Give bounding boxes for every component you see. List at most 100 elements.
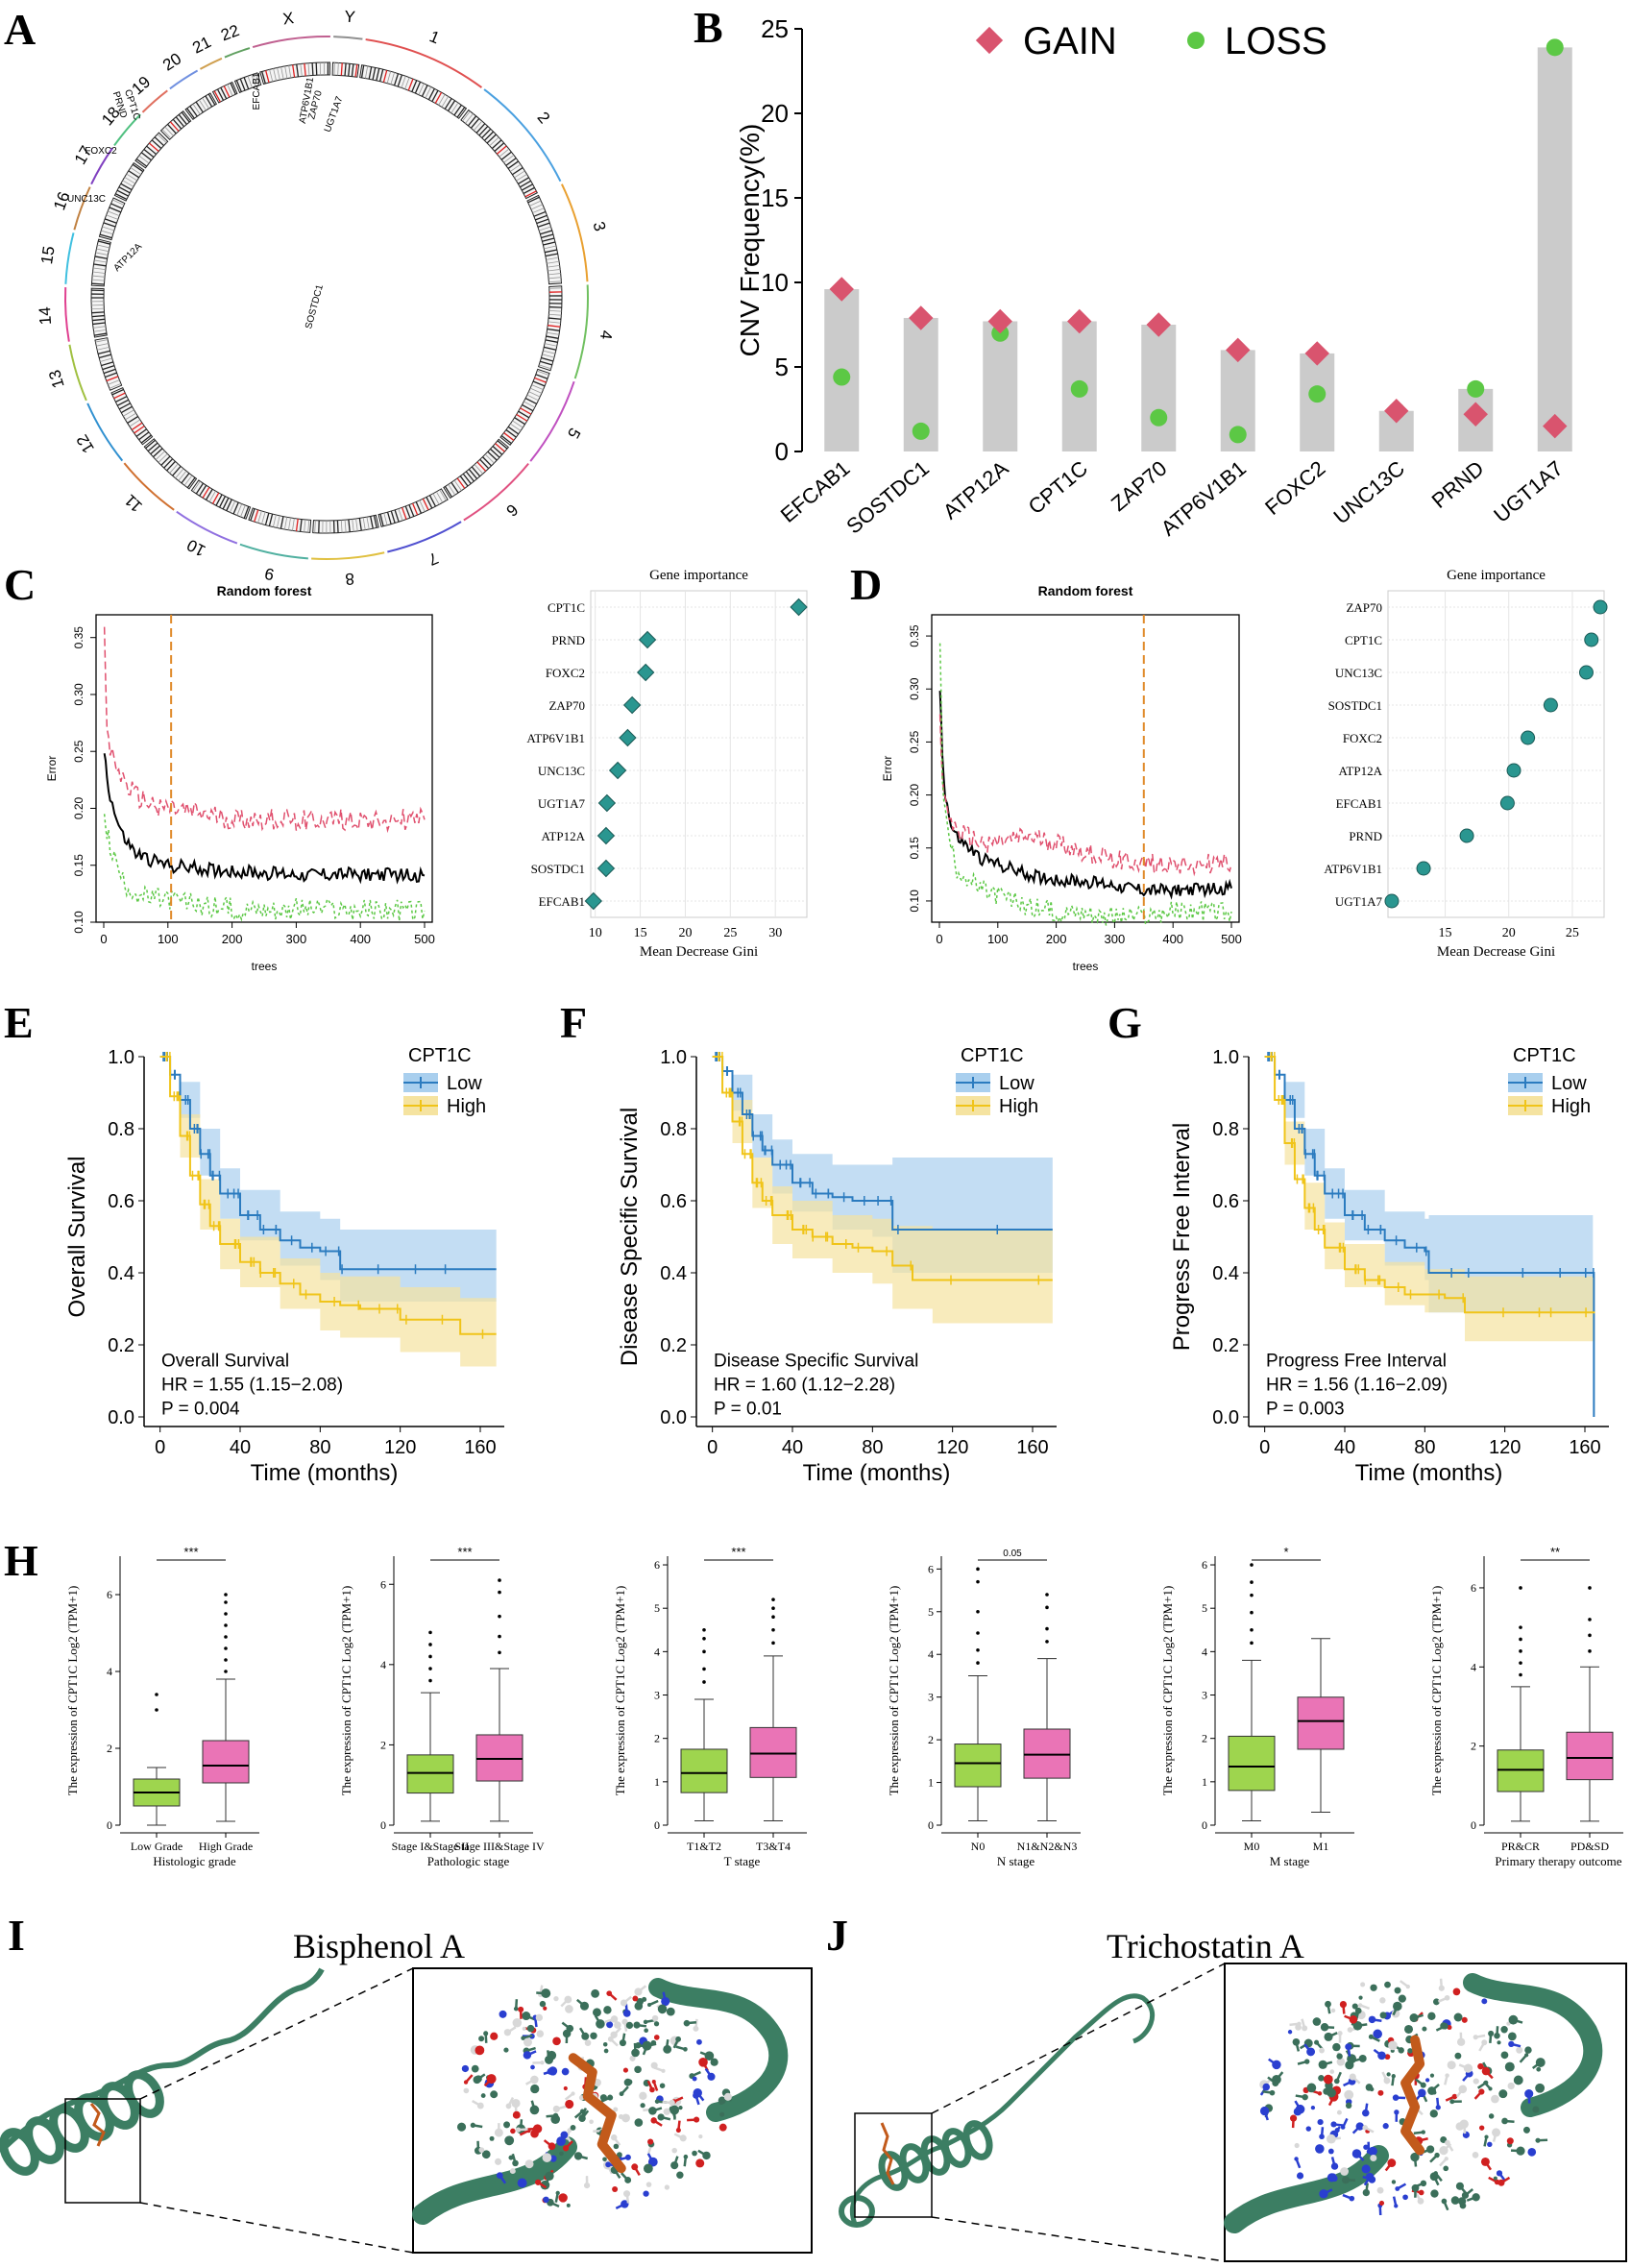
panel-c-rf: Random forest 0 100 200 300 400 500 0.10 0.15 0.2… (0, 557, 480, 980)
km-progress-free-interval: 0.0 0.2 0.4 0.6 0.8 1.0 0 40 80 120 160 Time (month… (1169, 1045, 1609, 1486)
y-axis-label: Error (45, 756, 59, 782)
boxplots-row: 0 2 4 6 The expression of CPT1C Log2 (TPM+1)… (65, 1545, 1623, 1868)
x-tick-label: 30 (768, 926, 782, 940)
bond (1462, 2072, 1471, 2082)
ideogram-band (548, 305, 562, 308)
atom (1294, 2142, 1300, 2149)
ideogram-band (453, 479, 462, 491)
ideogram-band (264, 512, 270, 525)
y-tick-label: ATP12A (541, 829, 585, 843)
atom (718, 2123, 727, 2132)
ideogram-band (104, 218, 117, 224)
ideogram-band (481, 128, 492, 139)
x-axis-label: T stage (724, 1854, 761, 1868)
importance-point (1499, 795, 1515, 811)
bond (545, 2175, 551, 2186)
atom (710, 2058, 718, 2066)
bond (1510, 2149, 1521, 2153)
atom (1440, 2135, 1448, 2143)
random-forest-error-d: Random forest 0 100 200 300 400 500 0.10 0.15 0.2… (881, 583, 1242, 973)
x-tick-label: 100 (158, 932, 179, 946)
outlier (1045, 1626, 1049, 1631)
ideogram-band (336, 520, 339, 533)
atom (495, 2158, 502, 2165)
ideogram-band (365, 65, 369, 79)
ideogram-band (467, 115, 477, 127)
atom (1409, 2013, 1419, 2023)
atom (573, 2152, 583, 2160)
x-axis-label: Time (months) (1355, 1460, 1503, 1486)
atom (1332, 2042, 1341, 2052)
atom (1336, 2053, 1343, 2060)
significance-label: *** (183, 1545, 198, 1559)
y-tick-label: 0 (928, 1818, 934, 1832)
bond (1372, 2018, 1382, 2022)
ideogram-band (93, 329, 107, 332)
atom (1354, 2007, 1362, 2014)
atom (659, 2083, 666, 2088)
ideogram-band (539, 364, 551, 370)
atom (475, 2045, 485, 2056)
y-tick-label: 0.15 (72, 854, 85, 877)
legend-loss-marker (1187, 32, 1205, 49)
ideogram-band (172, 118, 183, 130)
x-tick-label: 160 (1016, 1437, 1048, 1458)
ideogram-segment (312, 514, 379, 534)
zoom-ribbon (1463, 1973, 1603, 2117)
x-tick-label: 25 (1566, 926, 1579, 940)
atom (1407, 2048, 1413, 2054)
gene-importance-d: Gene importance 15 20 25 Mean Decrease Gini Z… (1324, 568, 1608, 960)
atom (603, 2006, 612, 2014)
panel-e-km: 0.0 0.2 0.4 0.6 0.8 1.0 0 40 80 120 160 Time (month… (0, 999, 552, 1518)
ideogram-band (548, 280, 562, 283)
y-tick-label: ZAP70 (1346, 600, 1382, 615)
atom (480, 2093, 486, 2098)
ideogram-band (199, 99, 207, 111)
x-axis-label: M stage (1270, 1854, 1310, 1868)
ideogram-band (178, 113, 187, 125)
y-tick-label: UGT1A7 (1335, 894, 1383, 909)
y-tick-label: 2 (928, 1733, 934, 1746)
ideogram-band (547, 331, 560, 335)
atom (1424, 2078, 1430, 2083)
ideogram-band (459, 476, 469, 487)
atom (1398, 1994, 1406, 2003)
bond (1330, 2157, 1336, 2167)
ideogram-band (340, 62, 343, 76)
x-axis-label: Pathologic stage (427, 1854, 510, 1868)
atom (1370, 2154, 1377, 2162)
y-axis-label: Progress Free Interval (1169, 1123, 1195, 1351)
y-tick-label: EFCAB1 (539, 894, 585, 909)
chromosome-outer-arc (387, 521, 462, 553)
annotation-text: HR = 1.55 (1.15−2.08) (161, 1376, 343, 1396)
ideogram-band (386, 71, 392, 84)
outlier (428, 1654, 432, 1659)
x-tick-label: Stage III&Stage IV (454, 1840, 545, 1853)
plot-frame (95, 614, 433, 923)
chart-title: Random forest (217, 583, 312, 598)
panel-label-g: G (1108, 998, 1142, 1047)
outlier (1519, 1586, 1522, 1590)
box (1228, 1735, 1276, 1792)
ideogram-band (497, 440, 508, 450)
importance-point (790, 597, 808, 617)
atom (1327, 2087, 1336, 2098)
x-tick-label: 20 (678, 926, 692, 940)
bond (1275, 2071, 1284, 2081)
outlier (428, 1643, 432, 1646)
ideogram-segment (526, 194, 563, 285)
y-tick-label: 0.10 (72, 911, 85, 934)
chromosome-outer-arc (113, 113, 141, 147)
x-tick-label: EFCAB1 (776, 456, 855, 527)
ideogram-band (427, 87, 435, 101)
bond (560, 1998, 570, 2008)
outlier (702, 1649, 706, 1654)
atom (1507, 2082, 1515, 2090)
atom (504, 2135, 515, 2146)
chromosome-outer-arc (560, 183, 589, 282)
ideogram-band (105, 372, 117, 378)
ideogram-band (340, 520, 343, 533)
atom (1488, 2030, 1495, 2036)
atom (560, 2131, 569, 2139)
ideogram-band (393, 73, 400, 86)
